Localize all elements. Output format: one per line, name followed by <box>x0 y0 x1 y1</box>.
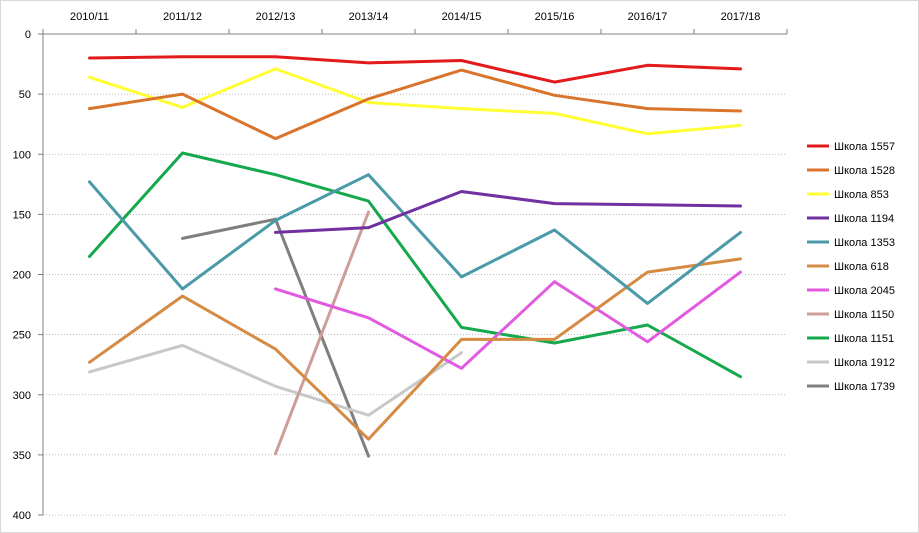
series-line <box>181 217 370 458</box>
y-tick-label: 350 <box>13 450 31 462</box>
series-line <box>88 173 742 305</box>
x-tick-label: 2014/15 <box>442 11 482 23</box>
legend: Школа 1557 Школа 1528 Школа 853 Школа 1194 Ш… <box>807 141 895 393</box>
x-tick-label: 2010/11 <box>70 11 109 23</box>
legend-label: Школа 1528 <box>834 165 895 177</box>
legend-label: Школа 2045 <box>834 285 895 297</box>
legend-label: Школа 1353 <box>834 237 895 249</box>
y-tick-label: 50 <box>19 89 31 101</box>
series-line <box>88 55 742 84</box>
x-tick-label: 2012/13 <box>256 11 296 23</box>
y-tick-label: 150 <box>13 209 31 221</box>
gridlines <box>43 93 787 516</box>
legend-label: Школа 853 <box>834 189 889 201</box>
y-tick-label: 250 <box>13 330 31 342</box>
x-tick-label: 2013/14 <box>349 11 389 23</box>
plot-area <box>88 55 742 458</box>
legend-label: Школа 1739 <box>834 381 895 393</box>
series-line <box>274 210 370 456</box>
x-tick-label: 2015/16 <box>535 11 575 23</box>
axes: 0 50 100 150 200 250 300 350 400 2010/11 2011/12 20… <box>13 11 788 522</box>
legend-label: Школа 1151 <box>834 333 894 345</box>
legend-label: Школа 1557 <box>834 141 895 153</box>
series-line <box>88 68 742 141</box>
legend-label: Школа 618 <box>834 261 889 273</box>
x-tick-label: 2011/12 <box>163 11 202 23</box>
legend-label: Школа 1194 <box>834 213 894 225</box>
legend-label: Школа 1150 <box>834 309 894 321</box>
y-tick-label: 0 <box>25 29 31 41</box>
y-tick-label: 100 <box>13 149 31 161</box>
legend-label: Школа 1912 <box>834 357 895 369</box>
x-tick-label: 2017/18 <box>721 11 761 23</box>
series-line <box>88 151 742 379</box>
y-tick-label: 400 <box>13 510 31 522</box>
series-line <box>88 257 742 441</box>
y-tick-label: 300 <box>13 390 31 402</box>
x-tick-label: 2016/17 <box>628 11 668 23</box>
series-line <box>274 190 742 234</box>
series-line <box>274 270 742 370</box>
y-tick-label: 200 <box>13 270 31 282</box>
series-line <box>88 343 463 417</box>
series-line <box>88 67 742 136</box>
